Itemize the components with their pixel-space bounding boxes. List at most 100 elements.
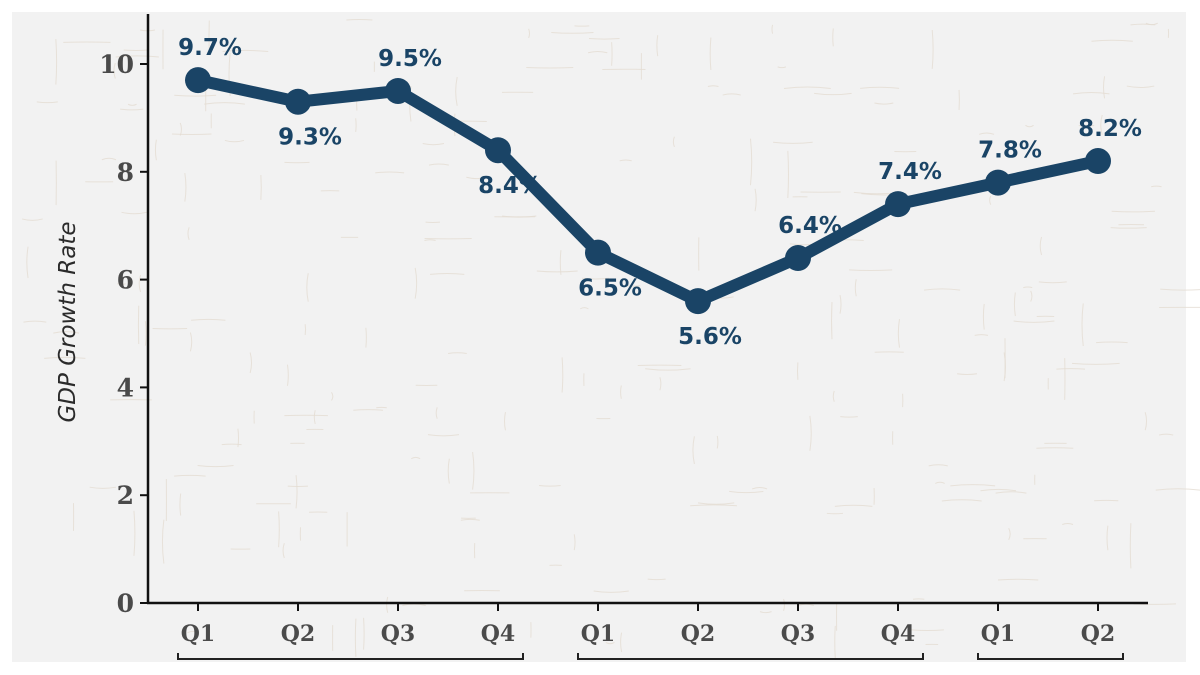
data-label: 8.2%: [1078, 116, 1142, 142]
texture-stroke: [120, 108, 144, 111]
texture-stroke: [1151, 185, 1162, 188]
texture-stroke: [55, 39, 58, 85]
texture-stroke: [187, 630, 200, 634]
texture-stroke: [174, 94, 217, 97]
texture-stroke: [138, 274, 142, 293]
texture-stroke: [1160, 288, 1200, 291]
texture-stroke: [89, 486, 117, 489]
texture-stroke: [849, 269, 893, 271]
texture-stroke: [716, 435, 719, 449]
data-point: [785, 245, 811, 272]
data-point: [885, 191, 911, 218]
x-tick-label: Q2: [681, 621, 715, 647]
texture-stroke: [1071, 362, 1120, 365]
texture-stroke: [1158, 433, 1174, 436]
y-tick-label: 0: [117, 589, 134, 618]
texture-stroke: [466, 176, 487, 180]
texture-stroke: [707, 85, 719, 87]
texture-stroke: [113, 62, 116, 79]
texture-stroke: [117, 283, 126, 286]
texture-stroke: [580, 307, 589, 310]
texture-stroke: [1126, 85, 1155, 89]
texture-stroke: [447, 458, 450, 484]
texture-stroke: [593, 590, 629, 593]
data-label: 9.3%: [278, 125, 342, 151]
texture-stroke: [1081, 303, 1084, 347]
series-markers: [185, 67, 1111, 315]
texture-stroke: [897, 319, 900, 348]
data-label: 7.4%: [878, 159, 942, 185]
x-tick-label: Q2: [281, 621, 315, 647]
texture-stroke: [995, 491, 1027, 494]
texture-stroke: [1062, 522, 1074, 525]
group-bracket: [577, 653, 924, 660]
series-line: [192, 74, 1104, 308]
data-label: 6.4%: [778, 213, 842, 239]
texture-stroke: [605, 641, 615, 645]
texture-stroke: [429, 273, 465, 275]
texture-stroke: [179, 493, 182, 516]
texture-stroke: [559, 250, 562, 275]
texture-stroke: [1039, 236, 1043, 256]
texture-stroke: [1130, 23, 1156, 26]
y-axis-title: GDP Growth Rate: [55, 221, 81, 422]
texture-stroke: [44, 356, 86, 359]
texture-stroke: [353, 409, 384, 411]
texture-stroke: [935, 481, 945, 484]
texture-stroke: [1110, 227, 1147, 229]
texture-stroke: [809, 415, 812, 451]
texture-stroke: [787, 150, 789, 199]
texture-stroke: [1103, 76, 1106, 99]
texture-stroke: [620, 632, 623, 653]
texture-stroke: [722, 93, 741, 96]
texture-stroke: [222, 49, 269, 53]
texture-stroke: [365, 327, 367, 348]
texture-stroke: [435, 407, 438, 419]
texture-stroke: [363, 617, 365, 650]
data-label: 7.8%: [978, 138, 1042, 164]
data-point: [985, 169, 1011, 196]
texture-stroke: [619, 159, 632, 162]
texture-stroke: [1038, 281, 1067, 284]
texture-stroke: [187, 227, 190, 241]
texture-stroke: [690, 504, 737, 507]
texture-stroke: [282, 543, 285, 559]
group-brackets: [177, 653, 1124, 660]
texture-stroke: [189, 332, 193, 352]
data-point: [485, 137, 511, 164]
texture-stroke: [101, 157, 117, 161]
data-point: [285, 88, 311, 115]
data-point: [185, 67, 211, 94]
data-label: 6.5%: [578, 276, 642, 302]
texture-stroke: [354, 618, 357, 657]
texture-stroke: [1030, 290, 1033, 302]
texture-stroke: [21, 218, 43, 221]
texture-stroke: [950, 484, 996, 487]
group-bracket: [977, 653, 1124, 660]
texture-stroke: [1106, 525, 1109, 551]
texture-stroke: [832, 390, 835, 402]
texture-stroke: [982, 303, 985, 330]
texture-stroke: [295, 475, 298, 509]
x-tick-label: Q1: [181, 621, 215, 647]
texture-stroke: [814, 92, 852, 96]
texture-stroke: [620, 385, 622, 399]
texture-stroke: [911, 629, 944, 631]
texture-stroke: [573, 534, 576, 551]
texture-stroke: [306, 273, 309, 302]
texture-stroke: [834, 504, 873, 507]
texture-stroke: [249, 352, 253, 374]
texture-stroke: [1144, 412, 1148, 431]
data-label: 9.7%: [178, 35, 242, 61]
texture-stroke: [286, 364, 289, 386]
texture-stroke: [854, 279, 857, 297]
texture-stroke: [931, 29, 934, 69]
texture-stroke: [1003, 352, 1006, 382]
x-tick-label: Q3: [781, 621, 815, 647]
texture-stroke: [839, 295, 842, 314]
y-tick-label: 4: [117, 373, 134, 402]
texture-stroke: [561, 357, 564, 393]
texture-stroke: [773, 141, 813, 144]
texture-stroke: [1096, 341, 1128, 344]
texture-stroke: [771, 24, 774, 34]
